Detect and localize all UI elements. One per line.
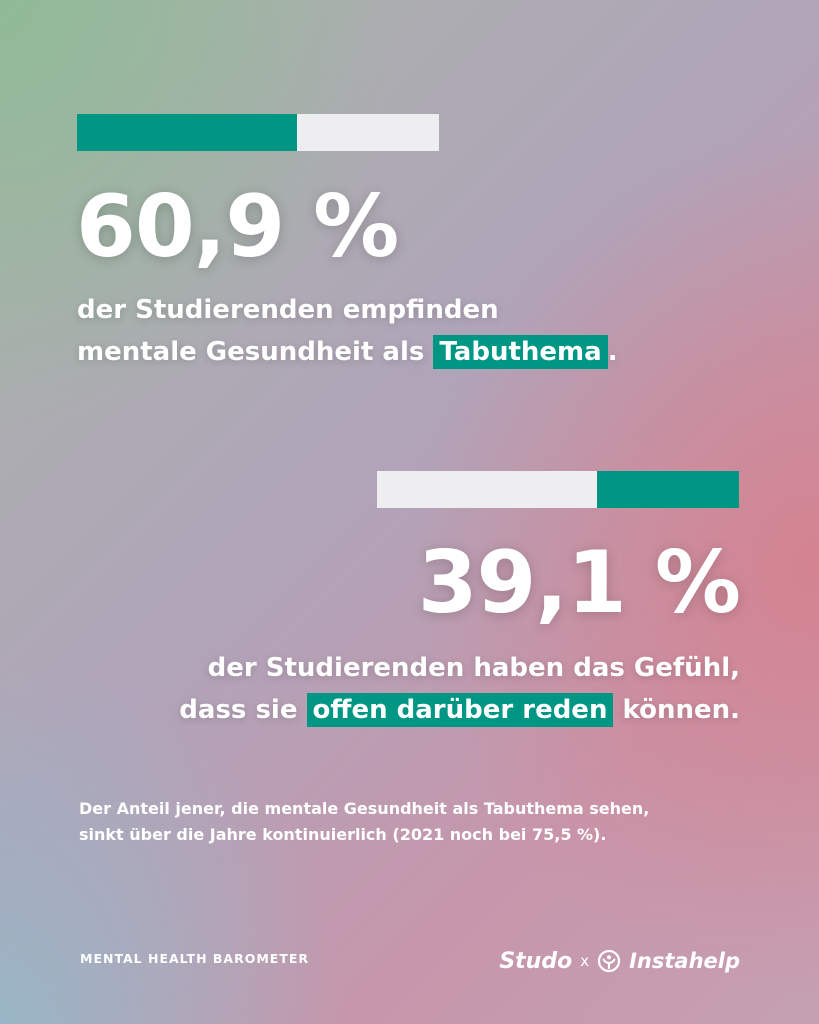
footnote-line1: Der Anteil jener, die mentale Gesundheit… xyxy=(79,799,650,818)
stat-description-line2: mentale Gesundheit als Tabuthema. xyxy=(77,331,618,373)
line2-text-before: mentale Gesundheit als xyxy=(77,337,434,367)
highlight-tabuthema: Tabuthema xyxy=(433,335,608,369)
brand-lockup: Studo x Instahelp xyxy=(499,944,740,978)
footnote: Der Anteil jener, die mentale Gesundheit… xyxy=(79,796,719,848)
line2-text-after: können. xyxy=(613,695,741,725)
progress-fill-tabuthema xyxy=(77,114,298,151)
stat-value-tabuthema: 60,9 % xyxy=(76,177,399,277)
stat-description-tabuthema: der Studierenden empfinden mentale Gesun… xyxy=(77,289,618,373)
brand-studo: Studo xyxy=(499,948,573,974)
brand-separator: x xyxy=(580,952,590,970)
line2-text-after: . xyxy=(607,337,618,367)
progress-bar-offen-reden xyxy=(377,471,739,508)
stat-description-line2: dass sie offen darüber reden können. xyxy=(179,689,740,731)
stat-description-offen-reden: der Studierenden haben das Gefühl, dass … xyxy=(179,647,740,731)
brand-instahelp: Instahelp xyxy=(629,949,740,973)
stat-description-line1: der Studierenden empfinden xyxy=(77,295,499,325)
progress-bar-tabuthema xyxy=(77,114,439,151)
stat-value-offen-reden: 39,1 % xyxy=(417,533,741,633)
footnote-line2: sinkt über die Jahre kontinuierlich (202… xyxy=(79,825,607,844)
line2-text-before: dass sie xyxy=(179,695,307,725)
stat-description-line1: der Studierenden haben das Gefühl, xyxy=(207,653,740,683)
instahelp-logo-icon xyxy=(597,949,621,973)
highlight-offen-reden: offen darüber reden xyxy=(306,693,614,727)
progress-fill-offen-reden xyxy=(597,471,739,508)
footer-label: MENTAL HEALTH BAROMETER xyxy=(80,951,310,966)
